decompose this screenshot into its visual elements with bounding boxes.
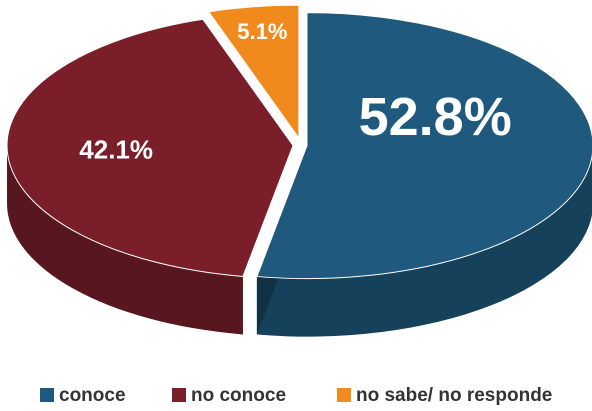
data-label: 52.8% (359, 87, 512, 147)
slice (6, 18, 294, 277)
data-label: 42.1% (79, 134, 153, 164)
legend-swatch (337, 388, 351, 402)
legend-label: no sabe/ no responde (356, 385, 552, 406)
legend-swatch (40, 388, 54, 402)
slice-side (7, 145, 243, 335)
data-label: 5.1% (237, 19, 287, 44)
legend-swatch (172, 388, 186, 402)
legend-label: no conoce (191, 385, 286, 406)
slice-side (256, 156, 592, 337)
legend-label: conoce (59, 385, 126, 406)
slice (207, 4, 300, 140)
